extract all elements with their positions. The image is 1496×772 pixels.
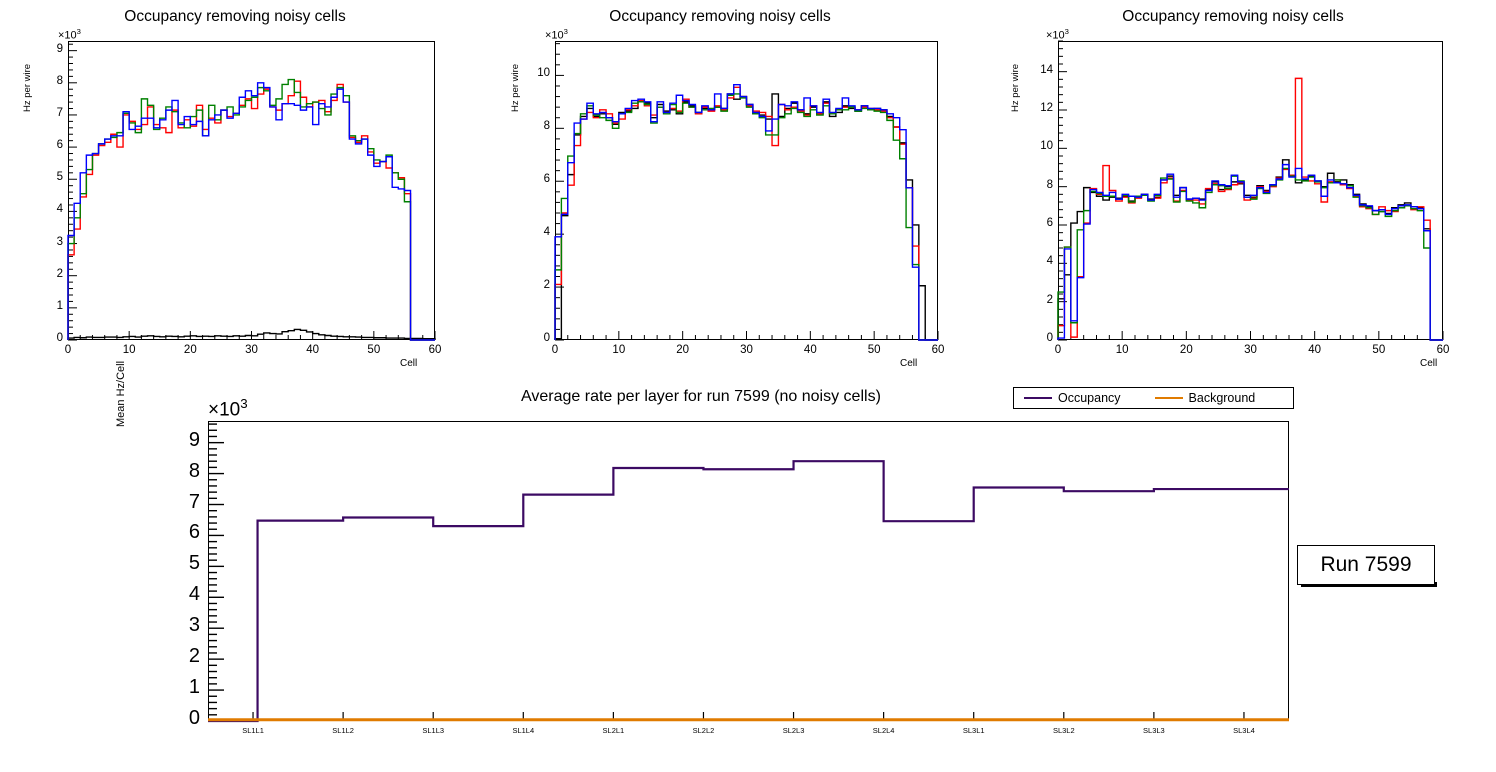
bottom-xtick-label: SL1L1: [242, 726, 264, 735]
panel2-ytick: 4: [543, 226, 550, 239]
bottom-xtick-label: SL3L4: [1233, 726, 1255, 735]
panel2-xtick: 0: [551, 344, 559, 356]
panel1-xtick: 60: [428, 344, 442, 356]
panel3-ytick: 6: [1046, 217, 1053, 229]
average-rate-panel: Average rate per layer for run 7599 (no …: [0, 361, 1496, 772]
bottom-xtick-label: SL3L3: [1143, 726, 1165, 735]
legend-swatch-occupancy: [1024, 397, 1052, 399]
panel2-xtick: 20: [676, 344, 690, 356]
legend-entry-background: Background: [1154, 391, 1256, 405]
bottom-xtick-label: SL3L2: [1052, 726, 1075, 735]
panel1-ytick: 7: [56, 106, 63, 119]
bottom-xtick-label: SL2L3: [782, 726, 805, 735]
bottom-panel-y-exponent: ×103: [208, 396, 248, 421]
panel3-xtick: 50: [1372, 344, 1386, 356]
panel3-ytick: 2: [1046, 293, 1053, 306]
bottom-ytick: 6: [188, 521, 200, 544]
occupancy-panel-sl1: Occupancy removing noisy cells ×103 Hz p…: [0, 0, 470, 380]
panel1-xtick: 10: [122, 344, 136, 356]
panel1-ytick: 0: [56, 332, 63, 344]
panel3-plot: [1057, 40, 1444, 341]
bottom-panel-title: Average rate per layer for run 7599 (no …: [521, 388, 881, 405]
panel1-plot: [67, 43, 436, 341]
panel2-ytick: 6: [543, 173, 550, 186]
panel3-ytick: 10: [1040, 140, 1053, 153]
bottom-xtick-label: SL2L1: [602, 726, 625, 735]
bottom-ytick: 7: [188, 490, 200, 513]
panel3-ytick: 8: [1046, 178, 1053, 191]
panel2-ytick: 8: [543, 120, 550, 133]
panel2-xtick: 10: [612, 344, 626, 356]
legend-swatch-background: [1154, 397, 1183, 399]
panel2-plot: [554, 43, 939, 341]
panel2-title: Occupancy removing noisy cells: [609, 8, 831, 25]
bottom-xtick-label: SL2L2: [692, 726, 715, 735]
panel1-x-axis-label: Cell: [400, 358, 418, 369]
panel1-ytick: 1: [56, 299, 63, 312]
bottom-xtick-label: SL1L2: [332, 726, 354, 735]
panel3-xtick: 20: [1179, 344, 1193, 356]
panel2-xtick: 50: [867, 344, 881, 356]
bottom-xtick-label: SL1L3: [422, 726, 445, 735]
panel1-xtick: 40: [306, 344, 320, 356]
legend-label-background: Background: [1188, 391, 1256, 405]
panel2-xtick: 60: [931, 344, 945, 356]
bottom-panel-plot: [208, 423, 1289, 723]
bottom-ytick: 2: [188, 645, 200, 668]
run-label-text: Run 7599: [1320, 553, 1412, 576]
panel3-ytick: 12: [1040, 102, 1053, 114]
bottom-ytick: 0: [188, 707, 200, 729]
panel1-ytick: 3: [56, 235, 63, 248]
bottom-ytick: 9: [188, 428, 200, 451]
run-label-box: Run 7599: [1297, 545, 1435, 585]
panel3-ytick: 14: [1040, 63, 1053, 76]
panel3-xtick: 30: [1244, 344, 1257, 356]
occupancy-panel-sl3: Occupancy removing noisy cells ×103 Hz p…: [970, 0, 1496, 380]
panel3-title: Occupancy removing noisy cells: [1122, 8, 1344, 25]
panel2-x-axis-label: Cell: [900, 358, 918, 369]
bottom-ytick: 4: [188, 583, 200, 606]
bottom-xtick-label: SL3L1: [962, 726, 985, 735]
panel1-ytick: 2: [56, 267, 63, 280]
panel1-xtick: 50: [367, 344, 381, 356]
legend-label-occupancy: Occupancy: [1058, 391, 1121, 405]
panel1-ytick: 6: [56, 139, 63, 152]
legend: Occupancy Background: [1013, 387, 1294, 409]
panel3-ytick: 0: [1046, 332, 1053, 344]
bottom-ytick: 1: [188, 676, 200, 699]
panel1-ytick: 4: [56, 203, 63, 216]
panel3-xtick: 60: [1436, 344, 1450, 356]
panel2-xtick: 40: [803, 344, 817, 356]
panel1-ytick: 9: [56, 42, 63, 55]
legend-entry-occupancy: Occupancy: [1024, 391, 1121, 405]
panel1-y-exponent: ×103: [58, 27, 81, 42]
bottom-xtick-label: SL1L4: [512, 726, 535, 735]
panel1-title: Occupancy removing noisy cells: [124, 8, 346, 25]
panel2-ytick: 2: [543, 279, 550, 292]
panel2-ytick: 0: [543, 332, 550, 344]
panel3-x-axis-label: Cell: [1420, 358, 1438, 369]
bottom-ytick: 5: [188, 552, 200, 575]
panel1-xtick: 0: [64, 344, 72, 356]
panel1-xtick: 30: [245, 344, 258, 356]
bottom-xtick-label: SL2L4: [872, 726, 895, 735]
panel1-ytick: 8: [56, 74, 63, 87]
occupancy-panel-sl2: Occupancy removing noisy cells ×103 Hz p…: [470, 0, 970, 380]
panel3-xtick: 0: [1054, 344, 1062, 356]
panel3-xtick: 10: [1115, 344, 1129, 356]
panel1-xtick: 20: [183, 344, 197, 356]
panel1-ytick: 5: [56, 171, 63, 184]
panel2-ytick: 10: [537, 67, 550, 80]
panel3-ytick: 4: [1046, 255, 1053, 268]
bottom-ytick: 3: [188, 614, 200, 637]
panel3-y-exponent: ×103: [1046, 27, 1069, 42]
bottom-ytick: 8: [188, 459, 200, 482]
panel2-xtick: 30: [740, 344, 753, 356]
panel2-y-exponent: ×103: [545, 27, 568, 42]
panel3-xtick: 40: [1308, 344, 1322, 356]
